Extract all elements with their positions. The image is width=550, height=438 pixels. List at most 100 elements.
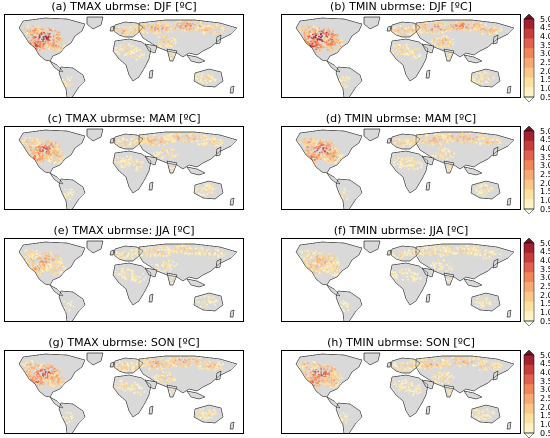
grid-cell bbox=[53, 267, 55, 269]
grid-cell bbox=[33, 36, 35, 38]
grid-cell bbox=[121, 256, 123, 258]
grid-cell bbox=[314, 252, 316, 254]
grid-cell bbox=[212, 74, 214, 76]
grid-cell bbox=[457, 22, 459, 24]
grid-cell bbox=[145, 136, 147, 138]
grid-cell bbox=[341, 156, 343, 158]
grid-cell bbox=[469, 135, 471, 137]
grid-cell bbox=[52, 146, 54, 148]
grid-cell bbox=[48, 259, 50, 261]
grid-cell bbox=[435, 155, 437, 157]
grid-cell bbox=[212, 26, 214, 28]
grid-cell bbox=[32, 274, 34, 276]
grid-cell bbox=[28, 45, 30, 47]
grid-cell bbox=[56, 263, 58, 265]
grid-cell bbox=[336, 152, 338, 154]
grid-cell bbox=[472, 27, 474, 29]
grid-cell bbox=[307, 250, 309, 252]
grid-cell bbox=[121, 31, 123, 33]
grid-cell bbox=[218, 256, 220, 258]
grid-cell bbox=[122, 160, 124, 162]
grid-cell bbox=[143, 141, 145, 143]
grid-cell bbox=[424, 26, 426, 28]
grid-cell bbox=[210, 25, 212, 27]
grid-cell bbox=[29, 146, 31, 148]
grid-cell bbox=[125, 251, 127, 253]
grid-cell bbox=[329, 30, 331, 32]
grid-cell bbox=[201, 75, 203, 77]
grid-cell bbox=[210, 32, 212, 34]
grid-cell bbox=[209, 183, 211, 185]
grid-cell bbox=[59, 261, 61, 263]
grid-cell bbox=[410, 26, 412, 28]
grid-cell bbox=[175, 135, 177, 137]
grid-cell bbox=[425, 28, 427, 30]
grid-cell bbox=[222, 142, 224, 144]
grid-cell bbox=[299, 28, 301, 30]
grid-cell bbox=[442, 153, 444, 155]
grid-cell bbox=[311, 164, 313, 166]
grid-cell bbox=[204, 253, 206, 255]
grid-cell bbox=[160, 24, 162, 26]
grid-cell bbox=[62, 270, 64, 272]
grid-cell bbox=[50, 145, 52, 147]
grid-cell bbox=[332, 257, 334, 259]
grid-cell bbox=[485, 184, 487, 186]
grid-cell bbox=[165, 22, 167, 24]
grid-cell bbox=[200, 22, 202, 24]
grid-cell bbox=[308, 273, 310, 275]
grid-cell bbox=[327, 44, 329, 46]
grid-cell bbox=[489, 32, 491, 34]
grid-cell bbox=[307, 272, 309, 274]
grid-cell bbox=[320, 154, 322, 156]
grid-cell bbox=[439, 37, 441, 39]
grid-cell bbox=[349, 191, 351, 193]
grid-cell bbox=[170, 137, 172, 139]
grid-cell bbox=[491, 141, 493, 143]
grid-cell bbox=[308, 49, 310, 51]
grid-cell bbox=[213, 302, 215, 304]
grid-cell bbox=[310, 149, 312, 151]
grid-cell bbox=[338, 41, 340, 43]
grid-cell bbox=[35, 253, 37, 255]
grid-cell bbox=[334, 155, 336, 157]
grid-cell bbox=[41, 47, 43, 49]
grid-cell bbox=[36, 156, 38, 158]
grid-cell bbox=[39, 158, 41, 160]
grid-cell bbox=[30, 49, 32, 51]
grid-cell bbox=[312, 40, 314, 42]
grid-cell bbox=[478, 135, 480, 137]
grid-cell bbox=[40, 263, 42, 265]
colorbar-segment bbox=[524, 29, 534, 39]
grid-cell bbox=[406, 29, 408, 31]
grid-cell bbox=[438, 28, 440, 30]
grid-cell bbox=[214, 300, 216, 302]
continent-greenland bbox=[87, 129, 103, 141]
grid-cell bbox=[208, 253, 210, 255]
grid-cell bbox=[330, 47, 332, 49]
grid-cell bbox=[174, 22, 176, 24]
grid-cell bbox=[317, 270, 319, 272]
grid-cell bbox=[172, 167, 174, 169]
grid-cell bbox=[39, 255, 41, 257]
grid-cell bbox=[29, 41, 31, 43]
grid-cell bbox=[51, 45, 53, 47]
panel-title: (f) TMIN ubrmse: JJA [ºC] bbox=[281, 224, 521, 237]
grid-cell bbox=[53, 148, 55, 150]
grid-cell bbox=[38, 154, 40, 156]
grid-cell bbox=[461, 24, 463, 26]
grid-cell bbox=[182, 244, 184, 246]
grid-cell bbox=[56, 148, 58, 150]
grid-cell bbox=[453, 56, 455, 58]
grid-cell bbox=[59, 156, 61, 158]
grid-cell bbox=[334, 273, 336, 275]
grid-cell bbox=[27, 32, 29, 34]
grid-cell bbox=[175, 39, 177, 41]
grid-cell bbox=[480, 190, 482, 192]
grid-cell bbox=[192, 23, 194, 25]
grid-cell bbox=[202, 81, 204, 83]
grid-cell bbox=[300, 142, 302, 144]
grid-cell bbox=[185, 250, 187, 252]
grid-cell bbox=[36, 139, 38, 141]
grid-cell bbox=[441, 143, 443, 145]
